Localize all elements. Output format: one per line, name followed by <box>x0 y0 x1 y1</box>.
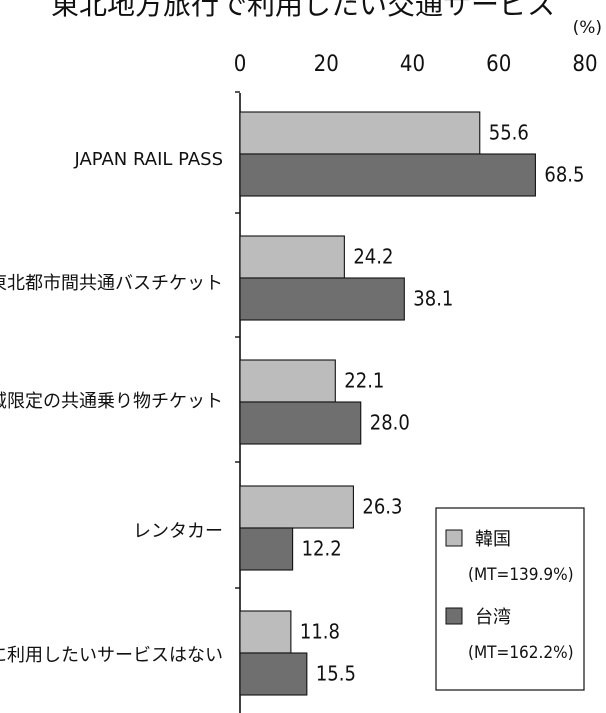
category-label: JAPAN RAIL PASS <box>73 149 223 170</box>
unit-label: (%) <box>573 18 602 38</box>
legend-label: 韓国 <box>475 529 511 550</box>
value-label: 15.5 <box>316 662 356 686</box>
value-label: 26.3 <box>362 495 402 519</box>
value-label: 68.5 <box>544 163 584 187</box>
category-label: 特に利用したいサービスはない <box>0 645 223 666</box>
value-label: 28.0 <box>370 411 410 435</box>
value-label: 22.1 <box>344 369 384 393</box>
value-label: 38.1 <box>413 287 453 311</box>
value-label: 55.6 <box>489 121 529 145</box>
legend-label: 台湾 <box>475 607 511 628</box>
bars-layer <box>239 111 536 696</box>
x-tick-label: 40 <box>400 52 425 77</box>
bar <box>239 485 354 529</box>
category-label: 東北都市間共通バスチケット <box>0 273 223 294</box>
legend-swatch <box>445 529 463 547</box>
legend-swatch <box>445 607 463 625</box>
bar <box>239 235 345 279</box>
bar <box>239 153 536 197</box>
value-label: 24.2 <box>353 245 393 269</box>
legend-note: (MT=139.9%) <box>468 565 574 585</box>
labels-layer: JAPAN RAIL PASS 東北都市間共通バスチケット地域限定の共通乗り物チケ… <box>0 121 584 686</box>
legend-layer: 韓国 (MT=139.9%) 台湾 (MT=162.2%) <box>435 507 585 691</box>
x-tick-label: 20 <box>314 52 339 77</box>
bar <box>239 401 362 445</box>
x-tick-label: 60 <box>486 52 511 77</box>
bar <box>239 359 336 403</box>
title-layer: 東北地方旅行で利用したい交通サービス (%) <box>51 0 602 38</box>
x-tick-label: 0 <box>234 52 247 77</box>
bar <box>239 111 481 155</box>
chart-title: 東北地方旅行で利用したい交通サービス <box>51 0 555 21</box>
category-label: 地域限定の共通乗り物チケット <box>0 391 223 412</box>
bar <box>239 610 292 654</box>
value-label: 12.2 <box>302 537 342 561</box>
x-tick-label: 80 <box>572 52 597 77</box>
legend-note: (MT=162.2%) <box>468 643 574 663</box>
value-label: 11.8 <box>300 620 340 644</box>
bar <box>239 652 308 696</box>
category-label: レンタカー <box>133 521 223 542</box>
bar <box>239 527 294 571</box>
bar <box>239 277 405 321</box>
